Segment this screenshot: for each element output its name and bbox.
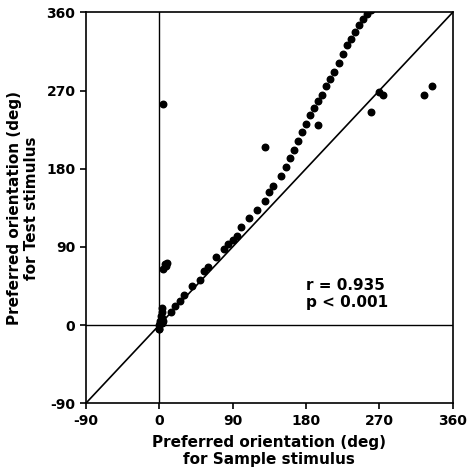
- Point: [225, 241, 232, 248]
- X-axis label: Preferred orientation (deg)
for Sample stimulus: Preferred orientation (deg) for Sample s…: [152, 435, 386, 467]
- Point: [180, 291, 187, 299]
- Point: [220, 245, 228, 253]
- Point: [176, 297, 183, 305]
- Point: [265, 189, 273, 196]
- Point: [200, 267, 208, 275]
- Point: [355, 21, 363, 28]
- Point: [212, 254, 220, 261]
- Point: [314, 121, 322, 129]
- Point: [310, 104, 318, 112]
- Point: [428, 82, 436, 90]
- Point: [314, 97, 322, 105]
- Point: [380, 91, 387, 99]
- Point: [164, 259, 171, 266]
- Point: [339, 50, 346, 58]
- Y-axis label: Preferred orientation (deg)
for Test stimulus: Preferred orientation (deg) for Test sti…: [7, 91, 39, 325]
- Point: [343, 41, 350, 48]
- Point: [229, 236, 237, 244]
- Point: [172, 302, 179, 310]
- Point: [233, 232, 240, 239]
- Point: [261, 143, 269, 151]
- Point: [155, 321, 163, 329]
- Point: [335, 59, 342, 67]
- Point: [159, 100, 167, 108]
- Point: [375, 89, 383, 96]
- Point: [157, 319, 164, 326]
- Point: [322, 82, 330, 90]
- Point: [196, 276, 204, 284]
- Point: [168, 308, 175, 316]
- Point: [245, 215, 253, 222]
- Point: [159, 319, 166, 326]
- Point: [363, 10, 371, 18]
- Point: [156, 319, 164, 327]
- Point: [253, 206, 261, 213]
- Point: [155, 326, 163, 333]
- Point: [162, 262, 170, 270]
- Point: [319, 91, 326, 99]
- Point: [204, 263, 212, 271]
- Point: [159, 317, 167, 325]
- Point: [159, 304, 166, 311]
- Point: [302, 120, 310, 128]
- Point: [351, 28, 359, 36]
- Point: [158, 308, 165, 316]
- Point: [155, 326, 163, 333]
- Point: [375, 0, 383, 5]
- Point: [372, 2, 379, 9]
- Point: [158, 314, 165, 322]
- Point: [367, 6, 375, 14]
- Point: [290, 146, 298, 154]
- Point: [156, 317, 164, 325]
- Point: [278, 172, 285, 180]
- Text: r = 0.935
p < 0.001: r = 0.935 p < 0.001: [306, 278, 388, 310]
- Point: [367, 109, 375, 116]
- Point: [261, 197, 269, 205]
- Point: [359, 15, 367, 22]
- Point: [331, 68, 338, 75]
- Point: [270, 182, 277, 190]
- Point: [420, 91, 428, 99]
- Point: [286, 155, 293, 162]
- Point: [282, 163, 289, 171]
- Point: [298, 128, 306, 136]
- Point: [327, 75, 334, 83]
- Point: [237, 223, 245, 231]
- Point: [159, 265, 167, 273]
- Point: [158, 319, 165, 326]
- Point: [306, 111, 314, 118]
- Point: [188, 282, 196, 290]
- Point: [294, 137, 301, 145]
- Point: [347, 35, 355, 42]
- Point: [157, 313, 164, 320]
- Point: [161, 261, 169, 268]
